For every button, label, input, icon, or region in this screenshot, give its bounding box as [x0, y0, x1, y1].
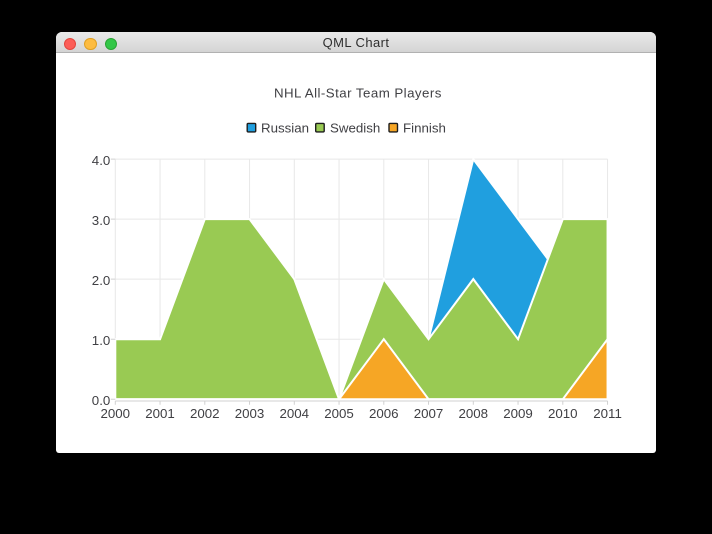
svg-text:Finnish: Finnish [403, 120, 446, 135]
svg-text:4.0: 4.0 [92, 153, 111, 168]
svg-text:NHL All-Star Team Players: NHL All-Star Team Players [274, 86, 442, 101]
svg-text:2008: 2008 [459, 406, 489, 421]
svg-text:Russian: Russian [261, 120, 309, 135]
svg-text:2010: 2010 [548, 406, 578, 421]
svg-text:2007: 2007 [414, 406, 444, 421]
svg-text:2005: 2005 [324, 406, 354, 421]
svg-text:2004: 2004 [280, 406, 310, 421]
svg-text:2009: 2009 [503, 406, 533, 421]
svg-text:2000: 2000 [101, 406, 131, 421]
svg-text:2002: 2002 [190, 406, 220, 421]
svg-text:3.0: 3.0 [92, 213, 111, 228]
svg-text:2001: 2001 [145, 406, 175, 421]
svg-text:0.0: 0.0 [92, 393, 111, 408]
svg-text:2011: 2011 [593, 406, 622, 421]
svg-text:2003: 2003 [235, 406, 265, 421]
svg-text:2006: 2006 [369, 406, 399, 421]
svg-text:1.0: 1.0 [92, 333, 111, 348]
svg-text:2.0: 2.0 [92, 273, 111, 288]
svg-text:Swedish: Swedish [330, 120, 380, 135]
